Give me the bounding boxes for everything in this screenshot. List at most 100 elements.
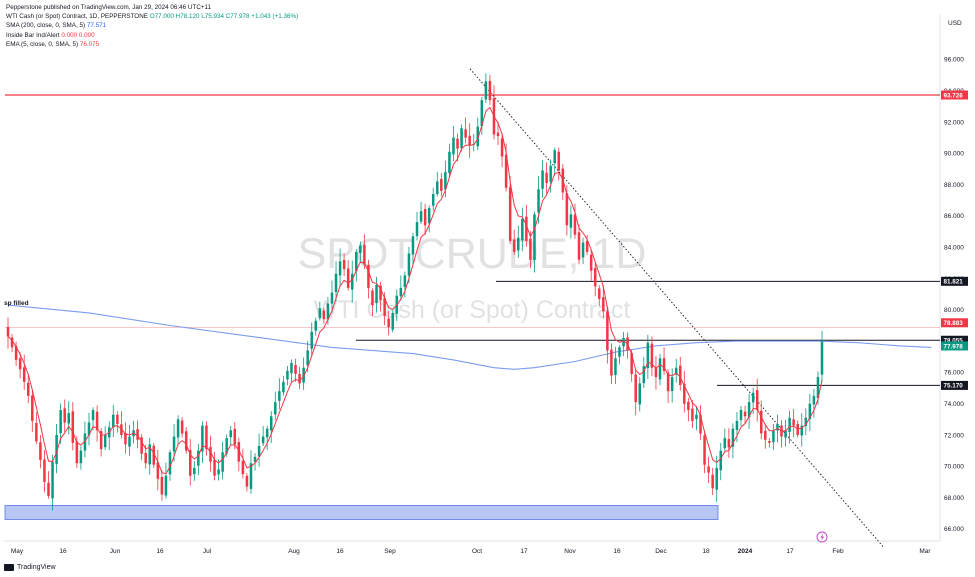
price-label-badge[interactable] <box>941 380 968 390</box>
candle-body[interactable] <box>707 466 710 473</box>
candle-body[interactable] <box>269 416 273 431</box>
candle-body[interactable] <box>35 423 38 442</box>
candle-body[interactable] <box>431 194 435 206</box>
indicator-ema-row[interactable]: EMA (5, close, 0, SMA, 5) 76.075 <box>6 40 298 49</box>
candle-body[interactable] <box>723 438 727 449</box>
candle-body[interactable] <box>257 445 261 457</box>
candle-body[interactable] <box>330 292 334 304</box>
candle-body[interactable] <box>241 461 245 475</box>
candle-body[interactable] <box>120 424 123 436</box>
candle-body[interactable] <box>387 318 390 328</box>
candle-body[interactable] <box>452 137 455 155</box>
candle-body[interactable] <box>812 395 816 405</box>
candle-body[interactable] <box>67 413 71 424</box>
candle-body[interactable] <box>95 411 99 431</box>
candle-body[interactable] <box>124 433 127 445</box>
candle-body[interactable] <box>820 341 824 375</box>
price-label-badge[interactable] <box>941 90 968 100</box>
candle-body[interactable] <box>83 433 87 451</box>
candle-body[interactable] <box>541 170 544 189</box>
candle-body[interactable] <box>525 216 528 241</box>
candle-body[interactable] <box>695 414 698 420</box>
candle-body[interactable] <box>164 475 168 496</box>
candle-body[interactable] <box>180 420 184 434</box>
candle-body[interactable] <box>99 431 103 450</box>
candle-body[interactable] <box>176 419 180 438</box>
candle-body[interactable] <box>521 219 524 241</box>
candle-body[interactable] <box>278 391 281 401</box>
candle-body[interactable] <box>265 428 269 438</box>
candle-body[interactable] <box>679 365 682 385</box>
candle-body[interactable] <box>399 287 403 297</box>
candle-body[interactable] <box>318 308 322 319</box>
candle-body[interactable] <box>747 402 751 418</box>
candle-body[interactable] <box>221 452 224 472</box>
candle-body[interactable] <box>217 469 220 475</box>
candle-body[interactable] <box>334 273 338 293</box>
candle-body[interactable] <box>326 303 330 320</box>
candle-body[interactable] <box>743 411 747 417</box>
candle-body[interactable] <box>411 236 415 255</box>
candle-body[interactable] <box>43 459 46 482</box>
candle-body[interactable] <box>209 447 212 462</box>
candle-body[interactable] <box>589 254 593 271</box>
candle-body[interactable] <box>63 408 66 423</box>
candle-body[interactable] <box>585 240 589 252</box>
candle-body[interactable] <box>298 373 301 384</box>
candle-body[interactable] <box>650 343 654 368</box>
candle-body[interactable] <box>699 414 702 434</box>
candle-body[interactable] <box>26 382 30 396</box>
candle-body[interactable] <box>816 377 820 399</box>
candle-body[interactable] <box>719 450 723 471</box>
candle-body[interactable] <box>391 312 394 330</box>
currency-label[interactable]: USD <box>948 20 962 27</box>
candle-body[interactable] <box>39 442 42 461</box>
candle-body[interactable] <box>367 264 370 288</box>
candle-body[interactable] <box>484 81 488 100</box>
candle-body[interactable] <box>500 138 504 157</box>
candle-body[interactable] <box>504 154 508 188</box>
indicator-sma-row[interactable]: SMA (200, close, 0, SMA, 5) 77.571 <box>6 21 298 30</box>
candle-body[interactable] <box>229 430 232 438</box>
candle-body[interactable] <box>512 239 516 252</box>
candle-body[interactable] <box>602 297 605 312</box>
candle-body[interactable] <box>735 420 739 431</box>
candle-body[interactable] <box>784 430 787 438</box>
candle-body[interactable] <box>598 288 601 299</box>
candle-body[interactable] <box>144 452 147 464</box>
candle-body[interactable] <box>168 452 172 475</box>
candle-body[interactable] <box>375 284 378 304</box>
candle-body[interactable] <box>711 474 714 489</box>
candle-body[interactable] <box>488 80 492 101</box>
candle-body[interactable] <box>715 467 718 490</box>
candle-body[interactable] <box>302 367 305 383</box>
candle-body[interactable] <box>172 436 176 452</box>
candle-body[interactable] <box>128 436 131 447</box>
candle-body[interactable] <box>152 445 156 465</box>
candle-body[interactable] <box>112 414 115 428</box>
candle-body[interactable] <box>59 409 62 434</box>
candle-body[interactable] <box>91 409 95 421</box>
candle-body[interactable] <box>355 251 358 272</box>
candle-body[interactable] <box>249 463 253 489</box>
candle-body[interactable] <box>537 189 540 213</box>
candle-body[interactable] <box>670 377 674 392</box>
candle-body[interactable] <box>496 132 500 137</box>
candle-body[interactable] <box>156 462 160 479</box>
candle-body[interactable] <box>379 285 382 301</box>
candle-body[interactable] <box>197 450 200 466</box>
candle-body[interactable] <box>508 187 512 241</box>
support-zone[interactable] <box>4 505 719 520</box>
candle-body[interactable] <box>480 100 484 127</box>
candle-body[interactable] <box>310 331 313 349</box>
ema-5-line[interactable] <box>7 106 823 475</box>
candle-body[interactable] <box>691 408 694 421</box>
candle-body[interactable] <box>148 444 151 465</box>
candle-body[interactable] <box>727 439 731 448</box>
candle-body[interactable] <box>577 232 581 260</box>
candle-body[interactable] <box>294 365 297 374</box>
candle-body[interactable] <box>18 358 22 370</box>
candle-body[interactable] <box>116 414 119 425</box>
candle-body[interactable] <box>350 273 354 290</box>
candle-body[interactable] <box>658 358 662 380</box>
